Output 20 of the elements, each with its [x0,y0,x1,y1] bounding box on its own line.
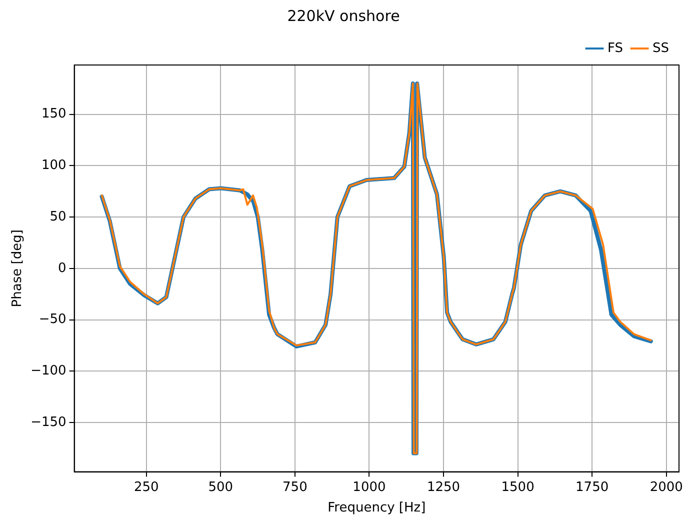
y-tick-label: −50 [38,312,66,328]
y-tick-label: 150 [41,106,66,122]
chart-title: 220kV onshore [287,6,400,25]
x-tick-label: 1500 [501,480,534,495]
x-tick-label: 250 [134,480,159,495]
legend-label: SS [652,40,670,56]
y-tick-label: 50 [50,209,66,224]
y-tick-label: −100 [30,364,66,378]
y-axis-title: Phase [deg] [10,230,26,308]
legend-label: FS [607,40,624,56]
x-tick-label: 500 [208,480,234,495]
x-tick-label: 1250 [426,480,460,495]
y-tick-label: 0 [58,260,66,276]
x-tick-label: 1000 [352,480,386,495]
y-tick-label: 100 [41,158,66,174]
x-axis-title: Frequency [Hz] [328,500,426,516]
y-tick-label: −150 [30,414,66,430]
x-tick-label: 1750 [576,480,609,495]
x-tick-label: 2000 [650,480,683,495]
x-tick-label: 750 [282,480,308,495]
